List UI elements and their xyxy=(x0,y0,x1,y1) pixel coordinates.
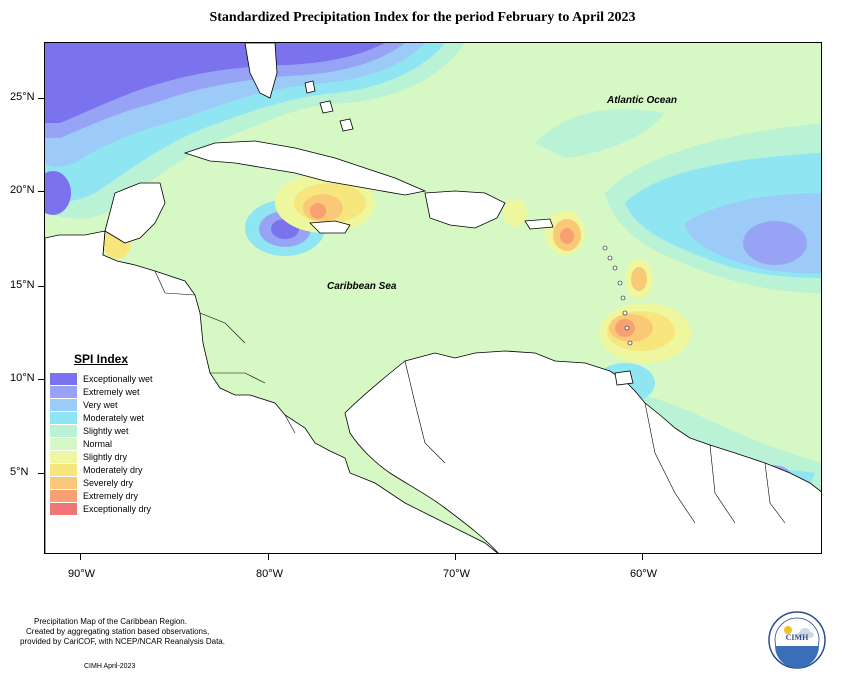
legend-item: Moderately dry xyxy=(50,463,170,476)
lon-tick xyxy=(455,554,456,560)
credits-line-3: provided by CariCOF, with NCEP/NCAR Rean… xyxy=(20,637,225,646)
legend-item: Moderately wet xyxy=(50,411,170,424)
map-title: Standardized Precipitation Index for the… xyxy=(209,10,636,25)
legend-item: Severely dry xyxy=(50,476,170,489)
legend-swatch xyxy=(50,450,77,463)
lon-label-90w: 90°W xyxy=(68,568,96,580)
lon-label-80w: 80°W xyxy=(256,568,284,580)
legend-label: Exceptionally wet xyxy=(83,373,153,384)
credits-line-2: Created by aggregating station based obs… xyxy=(26,627,210,636)
legend-label: Extremely dry xyxy=(83,490,139,501)
lon-label-70w: 70°W xyxy=(443,568,471,580)
logo-text: CIMH xyxy=(785,633,809,642)
lon-label-60w: 60°W xyxy=(630,568,658,580)
legend-swatch xyxy=(50,489,77,502)
legend-label: Moderately dry xyxy=(83,464,143,475)
lon-tick xyxy=(642,554,643,560)
lat-label-15n: 15°N xyxy=(10,279,35,291)
legend-swatch xyxy=(50,476,77,489)
legend-label: Extremely wet xyxy=(83,386,140,397)
legend-swatch xyxy=(50,463,77,476)
legend-item: Very wet xyxy=(50,398,170,411)
lat-label-10n: 10°N xyxy=(10,372,35,384)
spi-field xyxy=(45,43,821,553)
legend-swatch xyxy=(50,372,77,385)
lon-tick xyxy=(80,554,81,560)
lat-tick xyxy=(38,473,44,474)
lat-tick xyxy=(38,98,44,99)
legend-item: Extremely dry xyxy=(50,489,170,502)
lat-tick xyxy=(38,191,44,192)
legend-item: Normal xyxy=(50,437,170,450)
legend-item: Slightly wet xyxy=(50,424,170,437)
lat-label-20n: 20°N xyxy=(10,184,35,196)
lat-tick xyxy=(38,286,44,287)
caribbean-sea-label: Caribbean Sea xyxy=(327,281,397,292)
credits: Precipitation Map of the Caribbean Regio… xyxy=(20,617,225,647)
lat-tick xyxy=(38,379,44,380)
legend-swatch xyxy=(50,502,77,515)
lat-label-5n: 5°N xyxy=(10,466,29,478)
lon-tick xyxy=(268,554,269,560)
lat-label-25n: 25°N xyxy=(10,91,35,103)
legend-label: Slightly wet xyxy=(83,425,129,436)
legend-swatch xyxy=(50,411,77,424)
spi-legend: SPI Index Exceptionally wet Extremely wet… xyxy=(50,352,170,515)
legend-item: Slightly dry xyxy=(50,450,170,463)
atlantic-ocean-label: Atlantic Ocean xyxy=(607,95,678,106)
legend-item: Extremely wet xyxy=(50,385,170,398)
legend-label: Exceptionally dry xyxy=(83,503,152,514)
legend-swatch xyxy=(50,437,77,450)
spi-map: Atlantic Ocean Caribbean Sea xyxy=(44,42,822,554)
legend-title: SPI Index xyxy=(74,352,129,366)
legend-swatch xyxy=(50,424,77,437)
legend-label: Moderately wet xyxy=(83,412,145,423)
legend-item: Exceptionally dry xyxy=(50,502,170,515)
legend-label: Slightly dry xyxy=(83,451,128,462)
legend-label: Severely dry xyxy=(83,477,134,488)
legend-label: Very wet xyxy=(83,399,118,410)
legend-item: Exceptionally wet xyxy=(50,372,170,385)
credits-date: CIMH April-2023 xyxy=(84,663,136,670)
credits-line-1: Precipitation Map of the Caribbean Regio… xyxy=(34,617,187,626)
cimh-logo: CIMH xyxy=(764,610,830,670)
legend-swatch xyxy=(50,385,77,398)
land-masses xyxy=(45,43,821,553)
legend-label: Normal xyxy=(83,438,113,449)
legend-swatch xyxy=(50,398,77,411)
